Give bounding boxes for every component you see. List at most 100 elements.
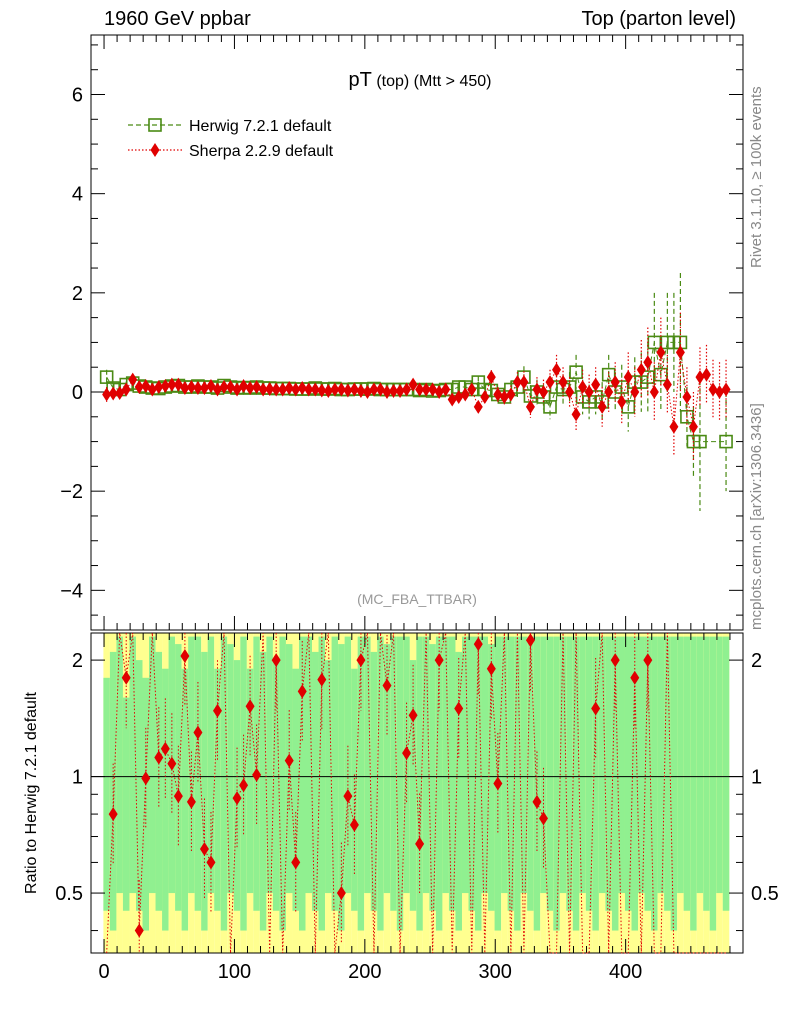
- sherpa-point: [369, 382, 379, 397]
- sherpa-point: [108, 386, 118, 401]
- sherpa-point: [180, 381, 190, 396]
- sherpa-point: [382, 385, 392, 399]
- main-ticks: [91, 44, 743, 616]
- sherpa-point: [512, 375, 522, 390]
- process-label: Top (parton level): [581, 8, 736, 30]
- ratio-sherpa-point: [108, 807, 118, 822]
- band-inner: [501, 636, 508, 894]
- band-inner: [540, 636, 547, 894]
- band-inner: [579, 636, 586, 894]
- sherpa-point: [245, 381, 255, 396]
- sherpa-point: [656, 345, 666, 360]
- sherpa-point: [519, 375, 529, 390]
- sherpa-point: [467, 382, 477, 397]
- legend-sherpa-marker: [150, 143, 160, 157]
- ratio-sherpa-point: [336, 886, 346, 901]
- ratio-y-label: Ratio to Herwig 7.2.1 default: [23, 692, 40, 894]
- band-inner: [201, 651, 208, 931]
- ratio-sherpa-point: [271, 653, 281, 668]
- band-inner: [246, 668, 254, 894]
- sherpa-point: [688, 419, 698, 434]
- ratio-sherpa-point: [538, 811, 548, 826]
- sherpa-point: [604, 385, 614, 399]
- sherpa-point: [102, 387, 112, 402]
- ratio-sherpa-point: [610, 653, 620, 668]
- sherpa-point: [134, 380, 144, 395]
- sherpa-point: [278, 382, 288, 397]
- sherpa-point: [460, 387, 470, 402]
- band-inner: [488, 644, 495, 911]
- band-inner: [129, 636, 136, 894]
- sherpa-point: [167, 377, 177, 392]
- band-inner: [520, 636, 528, 894]
- band-inner: [553, 636, 560, 931]
- ratio-sherpa-point: [134, 923, 144, 938]
- sherpa-point: [258, 382, 268, 397]
- sherpa-point: [362, 385, 372, 399]
- band-inner: [651, 636, 658, 931]
- sherpa-point: [336, 382, 346, 397]
- band-inner: [214, 668, 221, 911]
- sherpa-point: [154, 380, 164, 395]
- band-inner: [481, 636, 489, 894]
- x-ticks: [103, 35, 731, 953]
- band-inner: [507, 636, 515, 911]
- band-inner: [670, 636, 678, 931]
- ratio-sherpa-point: [284, 753, 294, 768]
- ratio-sherpa-point: [317, 672, 327, 687]
- band-inner: [357, 636, 365, 931]
- band-inner: [592, 636, 599, 931]
- legend-sherpa-label: Sherpa 2.2.9 default: [189, 143, 334, 160]
- sherpa-point: [701, 367, 711, 382]
- legend-herwig-marker: [148, 118, 162, 132]
- ratio-sherpa-point: [493, 776, 503, 791]
- ratio-sherpa-point: [356, 653, 366, 668]
- x-tick-label: 200: [348, 961, 381, 983]
- sherpa-point: [454, 389, 464, 404]
- ratio-y-tick-label: 2: [72, 650, 83, 672]
- ratio-sherpa-series: [106, 632, 727, 954]
- sherpa-point: [121, 382, 131, 397]
- band-inner: [383, 644, 391, 894]
- ratio-sherpa-point: [434, 653, 444, 668]
- x-tick-label: 400: [609, 961, 642, 983]
- y-tick-label: 4: [72, 184, 83, 206]
- band-inner: [566, 636, 573, 911]
- sherpa-point: [408, 377, 418, 392]
- band-inner: [409, 660, 417, 911]
- sherpa-point: [428, 382, 438, 397]
- sherpa-point: [291, 382, 301, 397]
- ratio-sherpa-point: [415, 836, 425, 851]
- sherpa-point: [669, 419, 679, 434]
- band-inner: [677, 636, 684, 894]
- title-main: pT: [349, 69, 372, 91]
- ratio-sherpa-point: [193, 725, 203, 740]
- sherpa-point: [571, 407, 581, 422]
- sherpa-point: [441, 382, 451, 397]
- sherpa-point: [317, 383, 327, 398]
- sherpa-point: [578, 380, 588, 395]
- sherpa-point: [415, 382, 425, 397]
- y-tick-label: −2: [60, 481, 83, 503]
- band-inner: [285, 644, 293, 894]
- band-inner: [690, 636, 697, 931]
- band-inner: [364, 636, 371, 894]
- ratio-y-tick-label-right: 2: [751, 650, 762, 672]
- collider-label: 1960 GeV ppbar: [104, 8, 251, 30]
- band-inner: [461, 636, 469, 894]
- sherpa-point: [395, 384, 405, 399]
- sherpa-point: [147, 382, 157, 397]
- band-inner: [683, 636, 691, 911]
- sherpa-point: [708, 382, 718, 397]
- band-inner: [611, 636, 619, 931]
- ratio-sherpa-point: [408, 708, 418, 723]
- chart-title: pT (top) (Mtt > 450): [349, 69, 492, 91]
- band-inner: [605, 636, 612, 911]
- sherpa-point: [617, 394, 627, 409]
- sherpa-series: [102, 312, 731, 462]
- legend-herwig-label: Herwig 7.2.1 default: [189, 118, 332, 135]
- band-inner: [149, 636, 156, 894]
- sherpa-point: [265, 382, 275, 397]
